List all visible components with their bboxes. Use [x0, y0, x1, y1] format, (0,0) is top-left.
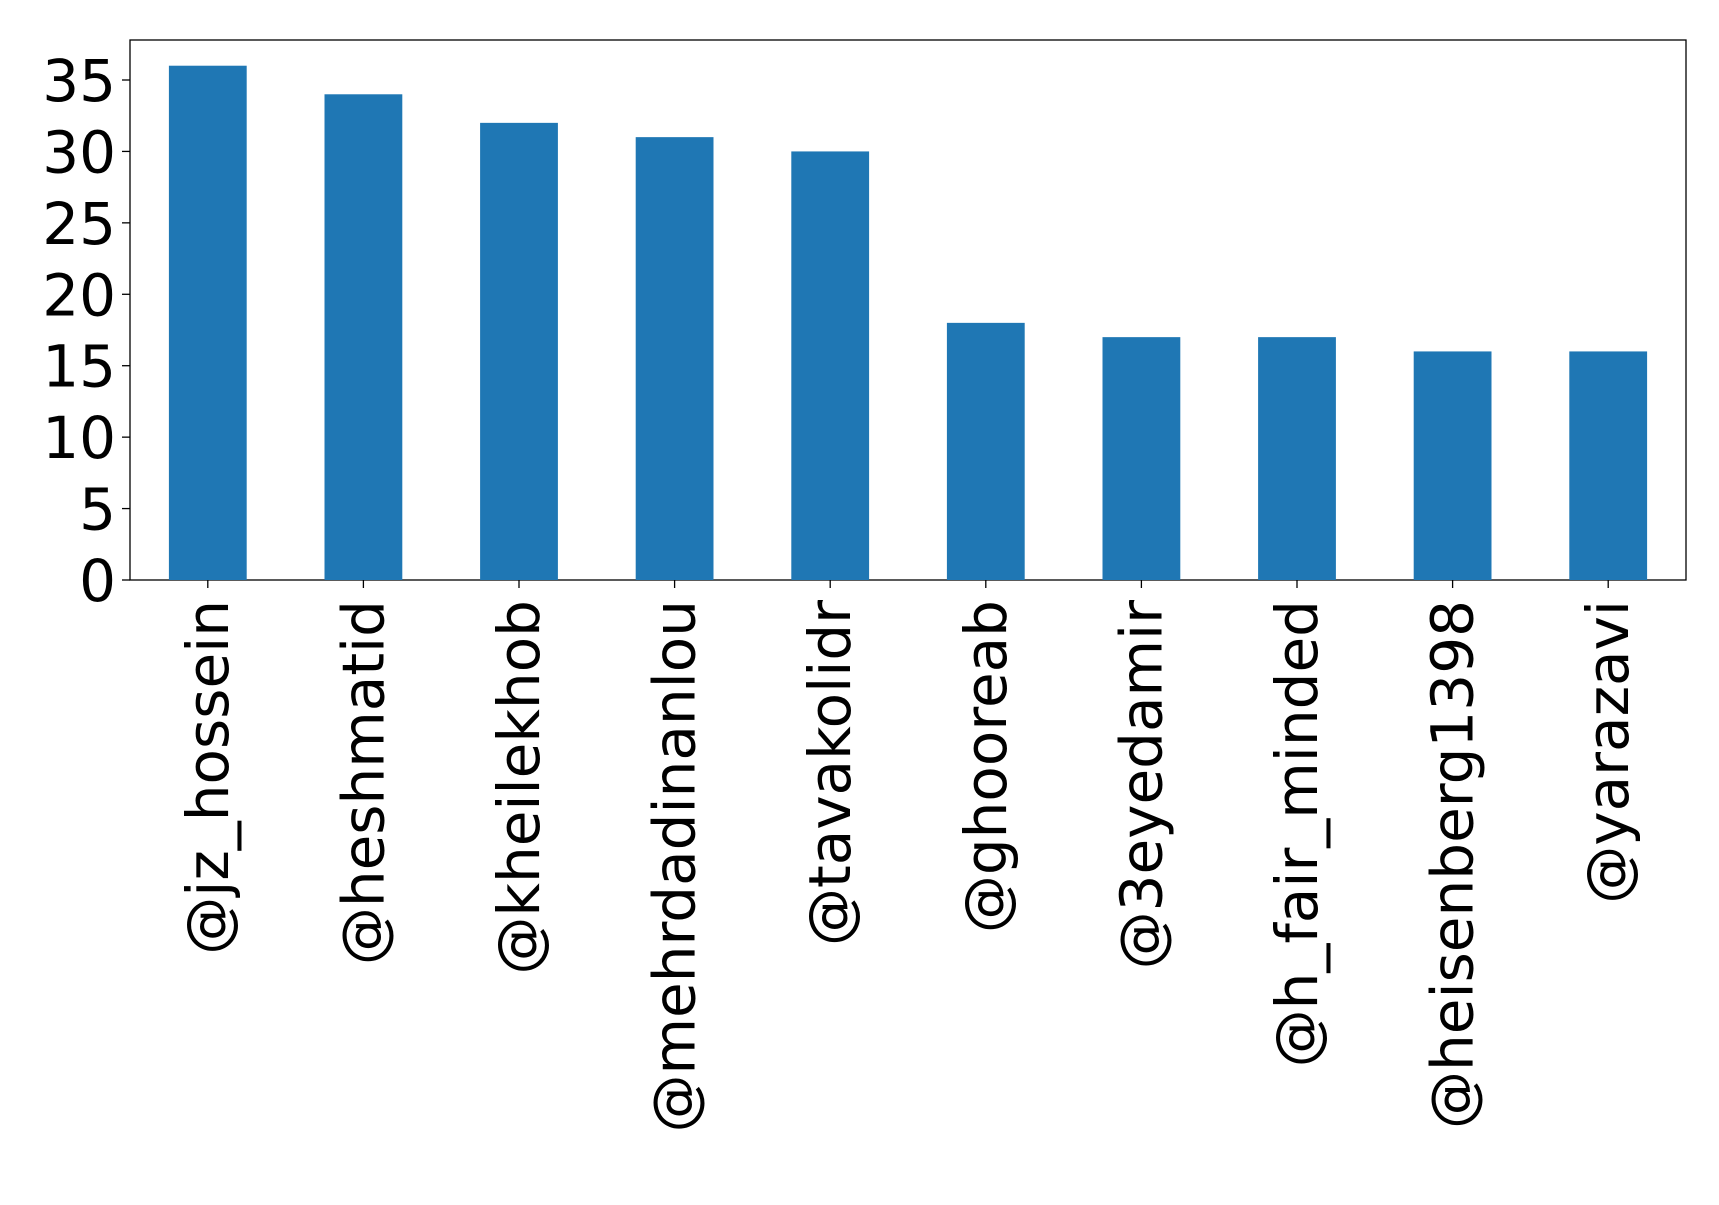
x-axis: @jz_hossein @heshmatid @kheilekhob @mehrdad…	[174, 580, 1642, 1132]
x-tick-label: @tavakolidr	[796, 600, 864, 946]
bar	[168, 65, 247, 580]
bar	[946, 322, 1025, 580]
x-tick-label: @heshmatid	[329, 600, 397, 965]
x-tick-label: @mehrdadinanlou	[641, 600, 709, 1132]
bar	[791, 151, 870, 580]
x-tick-label: @jz_hossein	[174, 600, 242, 955]
x-tick-label: @ghooreab	[952, 600, 1020, 933]
bar	[480, 122, 558, 580]
bar	[1569, 351, 1648, 580]
y-tick-label: 0	[79, 547, 116, 615]
y-tick-label: 5	[79, 476, 116, 544]
y-tick-label: 10	[42, 404, 116, 472]
bars-group	[168, 65, 1648, 581]
bar	[635, 137, 714, 580]
plot-frame	[129, 39, 1687, 581]
bar	[1258, 337, 1336, 580]
y-tick-label: 30	[42, 118, 116, 186]
bar	[1413, 351, 1492, 580]
bar	[1102, 337, 1181, 580]
x-tick-label: @yarazavi	[1574, 600, 1642, 904]
y-tick-label: 35	[42, 47, 116, 115]
x-tick-label: @kheilekhob	[485, 600, 553, 975]
x-tick-label: @h_fair_minded	[1263, 600, 1331, 1067]
x-tick-label: @3eyedamir	[1107, 600, 1175, 970]
x-tick-label: @heisenberg1398	[1419, 600, 1487, 1129]
bar	[324, 94, 403, 581]
y-tick-label: 15	[42, 333, 116, 401]
y-tick-label: 25	[42, 190, 116, 258]
y-tick-label: 20	[42, 261, 116, 329]
